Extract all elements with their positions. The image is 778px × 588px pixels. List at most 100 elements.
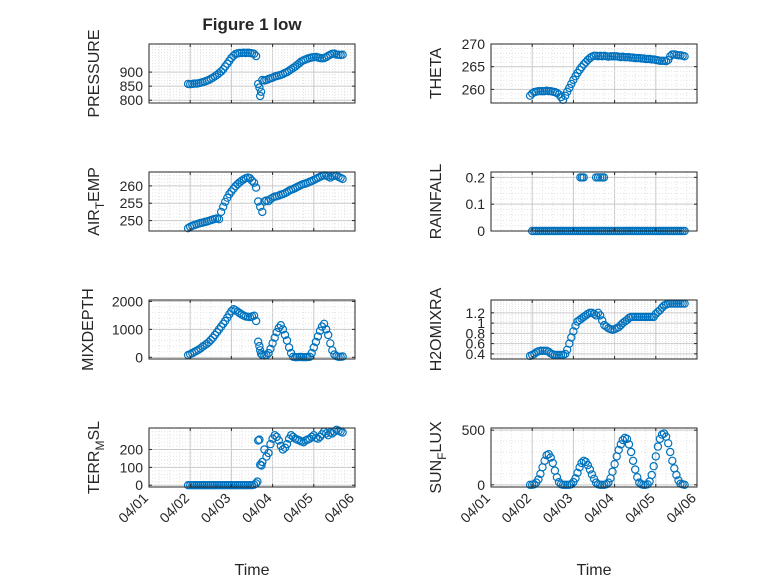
data-point	[254, 197, 263, 206]
data-point	[583, 460, 593, 470]
axes-box	[148, 43, 356, 104]
panel-mixdepth: 0 1000 2000 MIXDEPTH	[80, 288, 356, 371]
axes-box	[490, 43, 698, 104]
data-point	[530, 480, 539, 489]
data-point	[668, 456, 677, 465]
y-tick-label: 2000	[112, 293, 143, 309]
data-point	[565, 83, 574, 93]
data-point	[324, 431, 333, 440]
data-point	[591, 311, 601, 320]
data-point	[596, 311, 605, 320]
data-point	[255, 435, 264, 444]
y-tick-label: 500	[462, 422, 486, 438]
data-point	[579, 173, 588, 182]
y-tick-label: 1000	[112, 321, 143, 337]
data-point	[534, 475, 543, 484]
data-point	[309, 343, 318, 352]
y-tick-label: 900	[120, 64, 144, 80]
y-tick-label: 255	[120, 195, 144, 211]
axes-box	[490, 171, 698, 232]
x-tick-label: 04/04	[239, 490, 275, 526]
x-tick-label: 04/03	[197, 490, 233, 526]
data-point	[628, 456, 638, 465]
data-point	[218, 202, 228, 211]
data-point	[257, 461, 266, 470]
y-tick-label: 0.4	[466, 346, 486, 362]
data-point	[626, 447, 636, 457]
data-point	[251, 51, 261, 61]
data-point	[264, 348, 273, 358]
y-tick-label: 1	[477, 315, 485, 331]
data-point	[255, 83, 264, 92]
x-tick-label: 04/04	[581, 490, 617, 526]
data-point	[680, 52, 689, 61]
x-tick-label: 04/05	[622, 490, 658, 526]
panel-h2omixra: 0.40.60.811.2 H2OMIXRA	[428, 287, 698, 371]
y-tick-label: 0.2	[466, 169, 486, 185]
x-tick-label: 04/02	[498, 490, 534, 526]
data-point	[322, 429, 331, 438]
data-point	[254, 337, 263, 346]
data-point	[227, 187, 236, 196]
data-point	[575, 463, 584, 472]
data-point	[258, 207, 267, 217]
data-point	[284, 343, 294, 352]
data-point	[569, 327, 578, 336]
x-tick-label: 04/05	[280, 490, 316, 526]
data-point	[315, 326, 325, 335]
y-axis-label: TERRMSL	[86, 421, 107, 494]
data-point	[599, 173, 609, 182]
x-tick-label: 04/06	[663, 490, 699, 526]
data-point	[338, 352, 347, 361]
data-point	[593, 308, 603, 317]
panel-sun-f-lux: 0 500 04/01 04/02 04/03 04/04 04/05 04/06 SUNFLU…	[428, 421, 699, 526]
data-point	[633, 473, 642, 482]
data-point	[672, 470, 681, 480]
data-point	[624, 440, 634, 449]
data-point	[587, 470, 597, 479]
data-point	[268, 339, 277, 348]
data-point	[256, 346, 265, 355]
data-point	[324, 330, 333, 340]
data-point	[610, 459, 619, 469]
data-point	[604, 478, 613, 487]
data-point	[270, 431, 279, 440]
data-point	[286, 65, 296, 74]
data-point	[256, 202, 265, 211]
panel-terr-m-sl: 0 100 200 04/01 04/02 04/03 04/04 04/05 04/06 TER…	[86, 421, 357, 526]
y-tick-label: 0	[135, 477, 143, 493]
data-point	[680, 480, 689, 489]
y-axis-label: PRESSURE	[86, 29, 103, 117]
y-tick-label: 0	[477, 477, 485, 493]
data-point	[315, 432, 325, 442]
y-tick-label: 0	[135, 349, 143, 365]
data-point	[247, 176, 257, 185]
x-tick-label: 04/01	[115, 490, 151, 526]
y-tick-label: 265	[462, 59, 486, 75]
data-point	[256, 91, 265, 101]
data-point	[245, 173, 255, 183]
axes-box	[490, 427, 698, 488]
data-point	[664, 439, 673, 448]
data-point	[214, 214, 224, 224]
y-tick-label: 0.6	[466, 336, 486, 352]
data-point	[666, 52, 675, 61]
y-tick-label: 200	[120, 441, 144, 457]
data-point	[567, 480, 576, 489]
data-point	[616, 440, 626, 449]
data-point	[266, 439, 275, 449]
data-point	[216, 67, 226, 76]
data-point	[270, 333, 279, 342]
data-point	[589, 309, 599, 319]
data-point	[328, 346, 337, 355]
data-point	[614, 445, 623, 455]
data-point	[573, 468, 582, 477]
data-point	[251, 183, 261, 192]
data-point	[278, 325, 288, 334]
y-axis-label: SUNFLUX	[428, 421, 449, 494]
x-axis-label-left: Time	[235, 562, 270, 579]
y-axis-label: MIXDEPTH	[80, 288, 97, 371]
data-point	[254, 436, 263, 445]
